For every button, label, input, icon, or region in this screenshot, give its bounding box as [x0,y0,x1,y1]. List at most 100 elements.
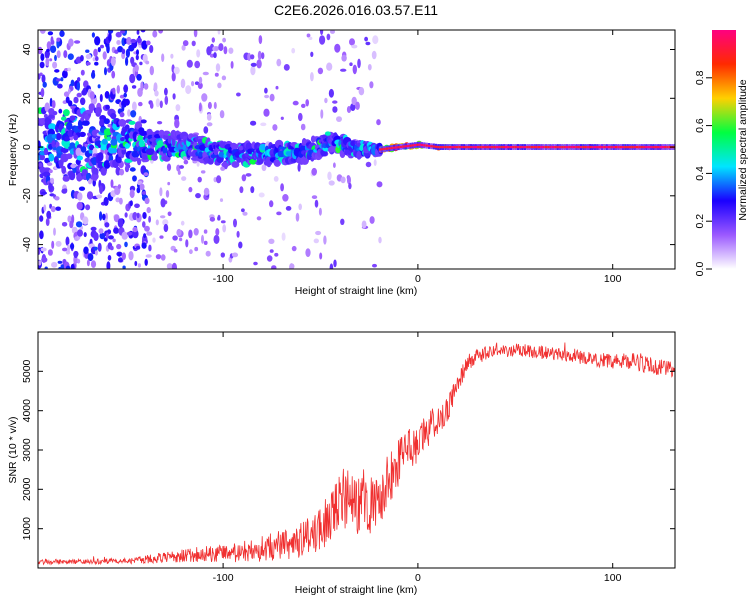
heatmap-cell [540,146,543,149]
heatmap-cell [196,161,200,167]
heatmap-cell [110,56,116,67]
heatmap-cell [601,146,604,149]
y-tick-label: 3000 [21,438,33,462]
heatmap-cell [280,183,284,192]
heatmap-cell [222,224,227,233]
heatmap-cell [46,41,52,50]
heatmap-cell [365,41,371,46]
heatmap-cell [365,161,372,168]
figure-title: C2E6.2026.016.03.57.E11 [274,2,438,18]
heatmap-cell [586,146,590,149]
heatmap-cell [495,146,498,149]
heatmap-cell [207,101,212,110]
heatmap-cell [222,37,227,43]
heatmap-cell [117,218,124,228]
heatmap-cell [216,175,222,184]
heatmap-cell [624,146,627,149]
heatmap-cell [88,103,96,112]
y-tick-label: 1000 [21,517,33,541]
heatmap-cell [159,235,164,239]
heatmap-cell [99,232,106,240]
heatmap-cell [453,146,456,149]
heatmap-cell [194,81,200,85]
heatmap-cell [67,67,71,72]
heatmap-cell [206,122,213,127]
heatmap-cell [197,82,203,89]
heatmap-cell [77,77,81,82]
heatmap-cell [124,143,130,149]
heatmap-cell [143,233,147,239]
y-tick-label: 0 [21,144,33,150]
heatmap-cell [61,116,67,121]
heatmap-cell [484,146,487,149]
heatmap-cell [273,176,279,182]
heatmap-cell [51,140,56,148]
heatmap-cell [201,234,204,244]
heatmap-cell [126,231,133,236]
heatmap-cell [112,87,116,95]
heatmap-cell [605,146,608,149]
heatmap-cell [301,103,306,108]
heatmap-cell [202,71,209,76]
heatmap-cell [369,81,374,89]
heatmap-cell [264,94,270,99]
heatmap-cell [201,93,208,102]
heatmap-cell [332,106,338,113]
heatmap-cell [47,249,53,256]
heatmap-cell [60,77,64,82]
x-tick-label: 0 [415,572,421,584]
heatmap-cell [49,58,53,62]
heatmap-cell [256,59,262,69]
heatmap-cell [295,212,300,222]
heatmap-cell [198,151,203,158]
heatmap-cell [87,253,94,262]
heatmap-cell [48,123,57,130]
heatmap-cell [460,146,463,149]
heatmap-cell [198,102,202,112]
heatmap-cell [149,102,154,109]
heatmap-cell [153,82,158,92]
heatmap-cell [108,32,112,42]
heatmap-cell [463,146,466,149]
heatmap-cell [577,146,580,149]
heatmap-cell [329,263,334,269]
heatmap-cell [217,30,221,35]
heatmap-cell [118,253,121,257]
heatmap-cell [134,260,138,267]
heatmap-cell [55,206,61,211]
y-tick-label: 5000 [21,359,33,383]
heatmap-cell [69,115,76,121]
heatmap-cell [139,183,145,191]
heatmap-cell [99,94,103,102]
heatmap-cell [458,146,461,149]
heatmap-cell [477,146,480,149]
heatmap-cell [41,191,47,195]
heatmap-cell [205,250,211,257]
spectrogram-x-axis-label: Height of straight line (km) [295,285,418,297]
heatmap-cell [351,44,358,49]
heatmap-cell [537,146,541,149]
heatmap-cell [73,96,79,104]
heatmap-cell [158,30,163,34]
heatmap-cell [146,207,151,214]
heatmap-cell [650,146,653,149]
heatmap-cell [127,109,131,117]
heatmap-cell [250,186,255,194]
heatmap-cell [451,146,454,149]
heatmap-cell [245,173,252,177]
heatmap-cell [213,177,217,183]
heatmap-cell [273,159,280,166]
heatmap-cell [306,33,311,38]
heatmap-cell [521,146,524,149]
heatmap-cell [397,146,400,149]
heatmap-cell [43,204,47,212]
heatmap-cell [334,43,341,53]
heatmap-cell [49,97,53,107]
heatmap-cell [191,40,196,47]
heatmap-cell [132,175,137,182]
heatmap-cell [582,146,585,149]
heatmap-cell [175,104,181,112]
heatmap-cell [291,245,297,252]
heatmap-cell [442,146,445,149]
heatmap-cell [65,265,71,269]
